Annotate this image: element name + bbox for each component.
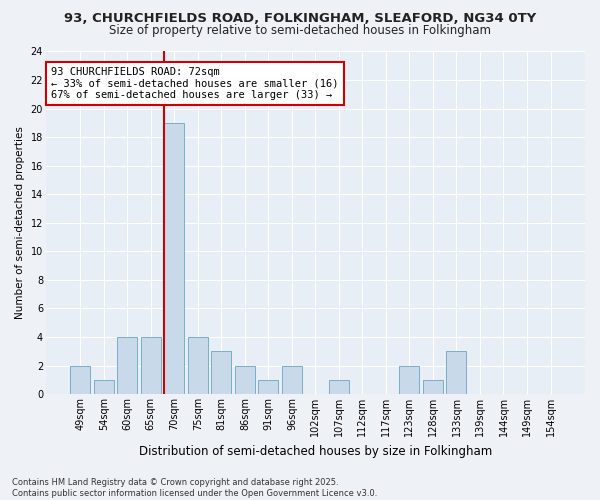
Text: Size of property relative to semi-detached houses in Folkingham: Size of property relative to semi-detach… — [109, 24, 491, 37]
Bar — [400, 366, 419, 394]
Bar — [188, 337, 208, 394]
Bar — [164, 123, 184, 394]
Bar — [118, 337, 137, 394]
Bar — [94, 380, 114, 394]
Bar — [329, 380, 349, 394]
Y-axis label: Number of semi-detached properties: Number of semi-detached properties — [15, 126, 25, 320]
Bar — [70, 366, 91, 394]
Bar — [211, 352, 232, 394]
Text: Contains HM Land Registry data © Crown copyright and database right 2025.
Contai: Contains HM Land Registry data © Crown c… — [12, 478, 377, 498]
Bar — [235, 366, 255, 394]
Bar — [446, 352, 466, 394]
Bar — [141, 337, 161, 394]
Text: 93, CHURCHFIELDS ROAD, FOLKINGHAM, SLEAFORD, NG34 0TY: 93, CHURCHFIELDS ROAD, FOLKINGHAM, SLEAF… — [64, 12, 536, 26]
X-axis label: Distribution of semi-detached houses by size in Folkingham: Distribution of semi-detached houses by … — [139, 444, 492, 458]
Text: 93 CHURCHFIELDS ROAD: 72sqm
← 33% of semi-detached houses are smaller (16)
67% o: 93 CHURCHFIELDS ROAD: 72sqm ← 33% of sem… — [51, 67, 339, 100]
Bar — [282, 366, 302, 394]
Bar — [423, 380, 443, 394]
Bar — [259, 380, 278, 394]
